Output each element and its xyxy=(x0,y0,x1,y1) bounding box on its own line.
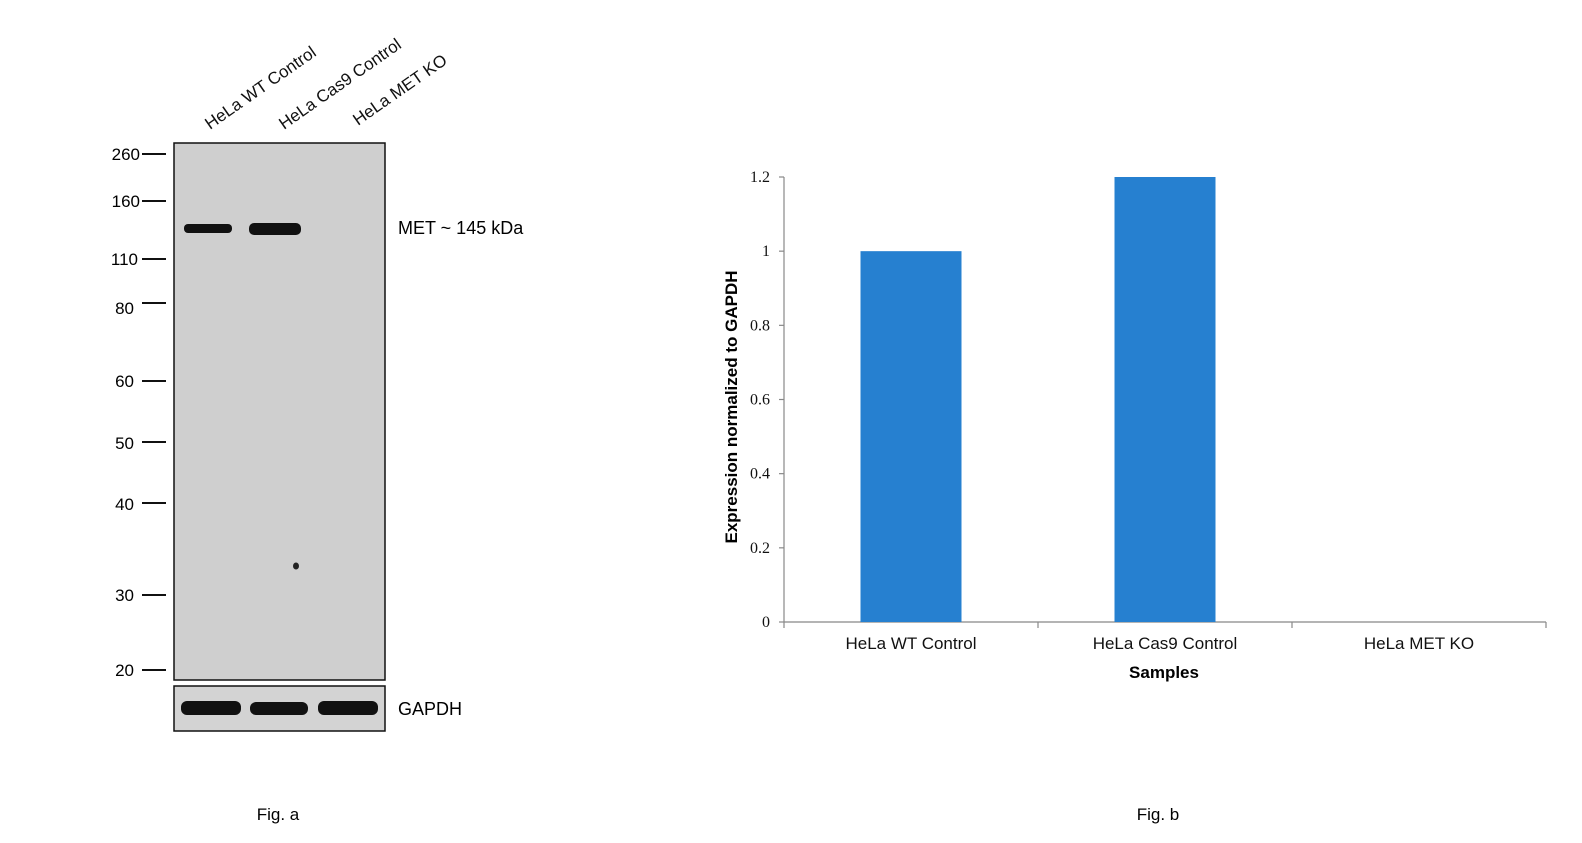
bar xyxy=(1114,177,1216,622)
y-tick-label: 0.2 xyxy=(750,540,770,557)
marker-label-30: 30 xyxy=(115,586,134,605)
marker-label-110: 110 xyxy=(111,250,138,269)
x-tick-label: HeLa Cas9 Control xyxy=(1093,634,1238,653)
chart-plot-area: 0 0.2 0.4 0.6 0.8 1 1.2 HeLa WT Control HeLa Cas… xyxy=(750,169,1547,653)
y-tick-label: 0.4 xyxy=(750,466,770,483)
marker-label-40: 40 xyxy=(115,495,134,514)
speck xyxy=(293,562,299,570)
marker-label-80: 80 xyxy=(115,299,134,318)
figure-a-caption: Fig. a xyxy=(257,805,300,824)
marker-label-50: 50 xyxy=(115,434,134,453)
lane-label-2: HeLa Cas9 Control xyxy=(275,35,404,133)
marker-ladder: 260 160 110 80 60 50 40 30 20 xyxy=(111,145,166,680)
gapdh-label: GAPDH xyxy=(398,699,462,719)
y-axis-title: Expression normalized to GAPDH xyxy=(722,271,741,544)
bar-chart-figure: 0 0.2 0.4 0.6 0.8 1 1.2 HeLa WT Control HeLa Cas… xyxy=(722,169,1547,824)
marker-label-260: 260 xyxy=(112,145,140,164)
y-tick-label: 1 xyxy=(762,243,770,260)
western-blot-figure: HeLa WT Control HeLa Cas9 Control HeLa M… xyxy=(111,35,524,824)
bar xyxy=(860,251,962,622)
gapdh-band-lane-1 xyxy=(181,701,241,715)
met-band-lane-1 xyxy=(184,224,232,233)
gapdh-band-lane-3 xyxy=(318,701,378,715)
y-tick-label: 0 xyxy=(762,614,770,631)
marker-label-60: 60 xyxy=(115,372,134,391)
marker-label-20: 20 xyxy=(115,661,134,680)
y-tick-label: 1.2 xyxy=(750,169,770,186)
x-tick-label: HeLa MET KO xyxy=(1364,634,1474,653)
met-band-lane-2 xyxy=(249,223,301,235)
x-tick-label: HeLa WT Control xyxy=(845,634,976,653)
figure-b-caption: Fig. b xyxy=(1137,805,1180,824)
met-band-label: MET ~ 145 kDa xyxy=(398,218,524,238)
y-tick-label: 0.8 xyxy=(750,317,770,334)
y-tick-label: 0.6 xyxy=(750,392,770,409)
x-axis-title: Samples xyxy=(1129,663,1199,682)
marker-label-160: 160 xyxy=(112,192,140,211)
met-bands xyxy=(184,223,301,235)
gapdh-band-lane-2 xyxy=(250,702,308,715)
